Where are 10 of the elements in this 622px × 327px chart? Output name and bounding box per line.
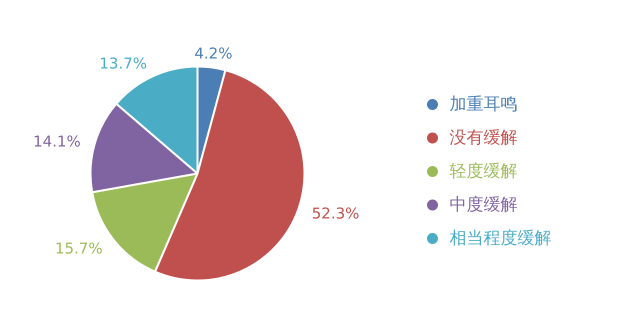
legend-label: 轻度缓解 xyxy=(450,162,518,182)
legend-label: 相当程度缓解 xyxy=(450,228,552,248)
data-label: 15.7% xyxy=(54,240,103,258)
legend-label: 中度缓解 xyxy=(450,195,518,215)
legend-label: 没有缓解 xyxy=(450,128,518,148)
data-label: 4.2% xyxy=(194,44,232,63)
data-label: 14.1% xyxy=(33,132,81,151)
data-label: 13.7% xyxy=(99,54,148,73)
legend-label: 加重耳鸣 xyxy=(450,94,518,114)
data-label: 52.3% xyxy=(312,204,360,222)
